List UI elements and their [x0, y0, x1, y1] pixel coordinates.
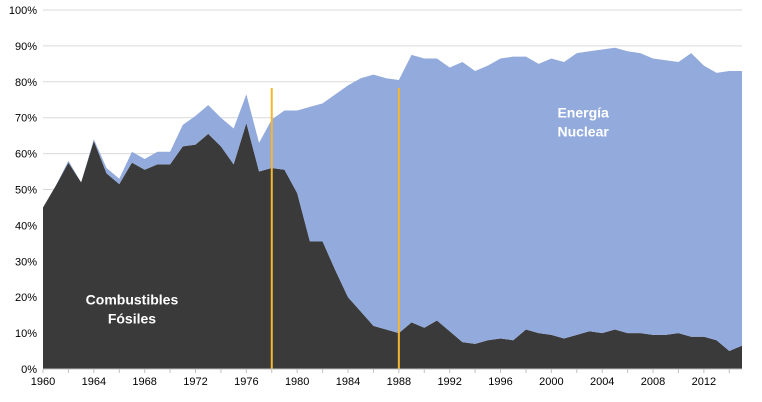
- x-tick-label: 1972: [183, 376, 207, 388]
- area-combustibles-fosiles: [43, 123, 742, 370]
- x-tick-label: 1996: [488, 376, 512, 388]
- x-tick-label: 1968: [132, 376, 156, 388]
- area-label-line: Fósiles: [108, 310, 156, 326]
- y-tick-label: 90%: [15, 41, 37, 53]
- axes: 0% 10% 20% 30% 40% 50% 60% 70% 80% 90% 100% 1960 196…: [9, 5, 742, 388]
- area-series: [43, 47, 742, 370]
- vertical-markers: [270, 88, 400, 369]
- y-tick-label: 10%: [15, 328, 37, 340]
- y-tick-label: 0%: [21, 364, 37, 376]
- x-tick-label: 1992: [437, 376, 461, 388]
- y-tick-label: 40%: [15, 220, 37, 232]
- label-combustibles-fosiles: Combustibles Fósiles: [86, 291, 179, 326]
- x-tick-label: 2000: [539, 376, 563, 388]
- y-tick-label: 60%: [15, 149, 37, 161]
- y-tick-label: 30%: [15, 256, 37, 268]
- x-tick-label: 1964: [82, 376, 106, 388]
- x-tick-label: 1980: [285, 376, 309, 388]
- area-label-line: Nuclear: [557, 124, 609, 140]
- x-tick-label: 1984: [336, 376, 360, 388]
- x-tick-label: 2012: [692, 376, 716, 388]
- area-label-line: Energía: [557, 105, 609, 121]
- y-tick-label: 80%: [15, 77, 37, 89]
- x-tick-label: 1976: [234, 376, 258, 388]
- area-label-line: Combustibles: [86, 291, 179, 307]
- area-labels: Energía Nuclear Combustibles Fósiles: [86, 105, 610, 327]
- y-tick-label: 50%: [15, 185, 37, 197]
- y-tick-label: 20%: [15, 292, 37, 304]
- area-energia-nuclear: [43, 47, 742, 352]
- x-tick-label: 2004: [590, 376, 614, 388]
- y-tick-label: 100%: [9, 5, 37, 17]
- x-tick-label: 1988: [387, 376, 411, 388]
- x-tick-label: 1960: [31, 376, 55, 388]
- x-tick-label: 2008: [641, 376, 665, 388]
- y-tick-label: 70%: [15, 113, 37, 125]
- label-energia-nuclear: Energía Nuclear: [557, 105, 609, 140]
